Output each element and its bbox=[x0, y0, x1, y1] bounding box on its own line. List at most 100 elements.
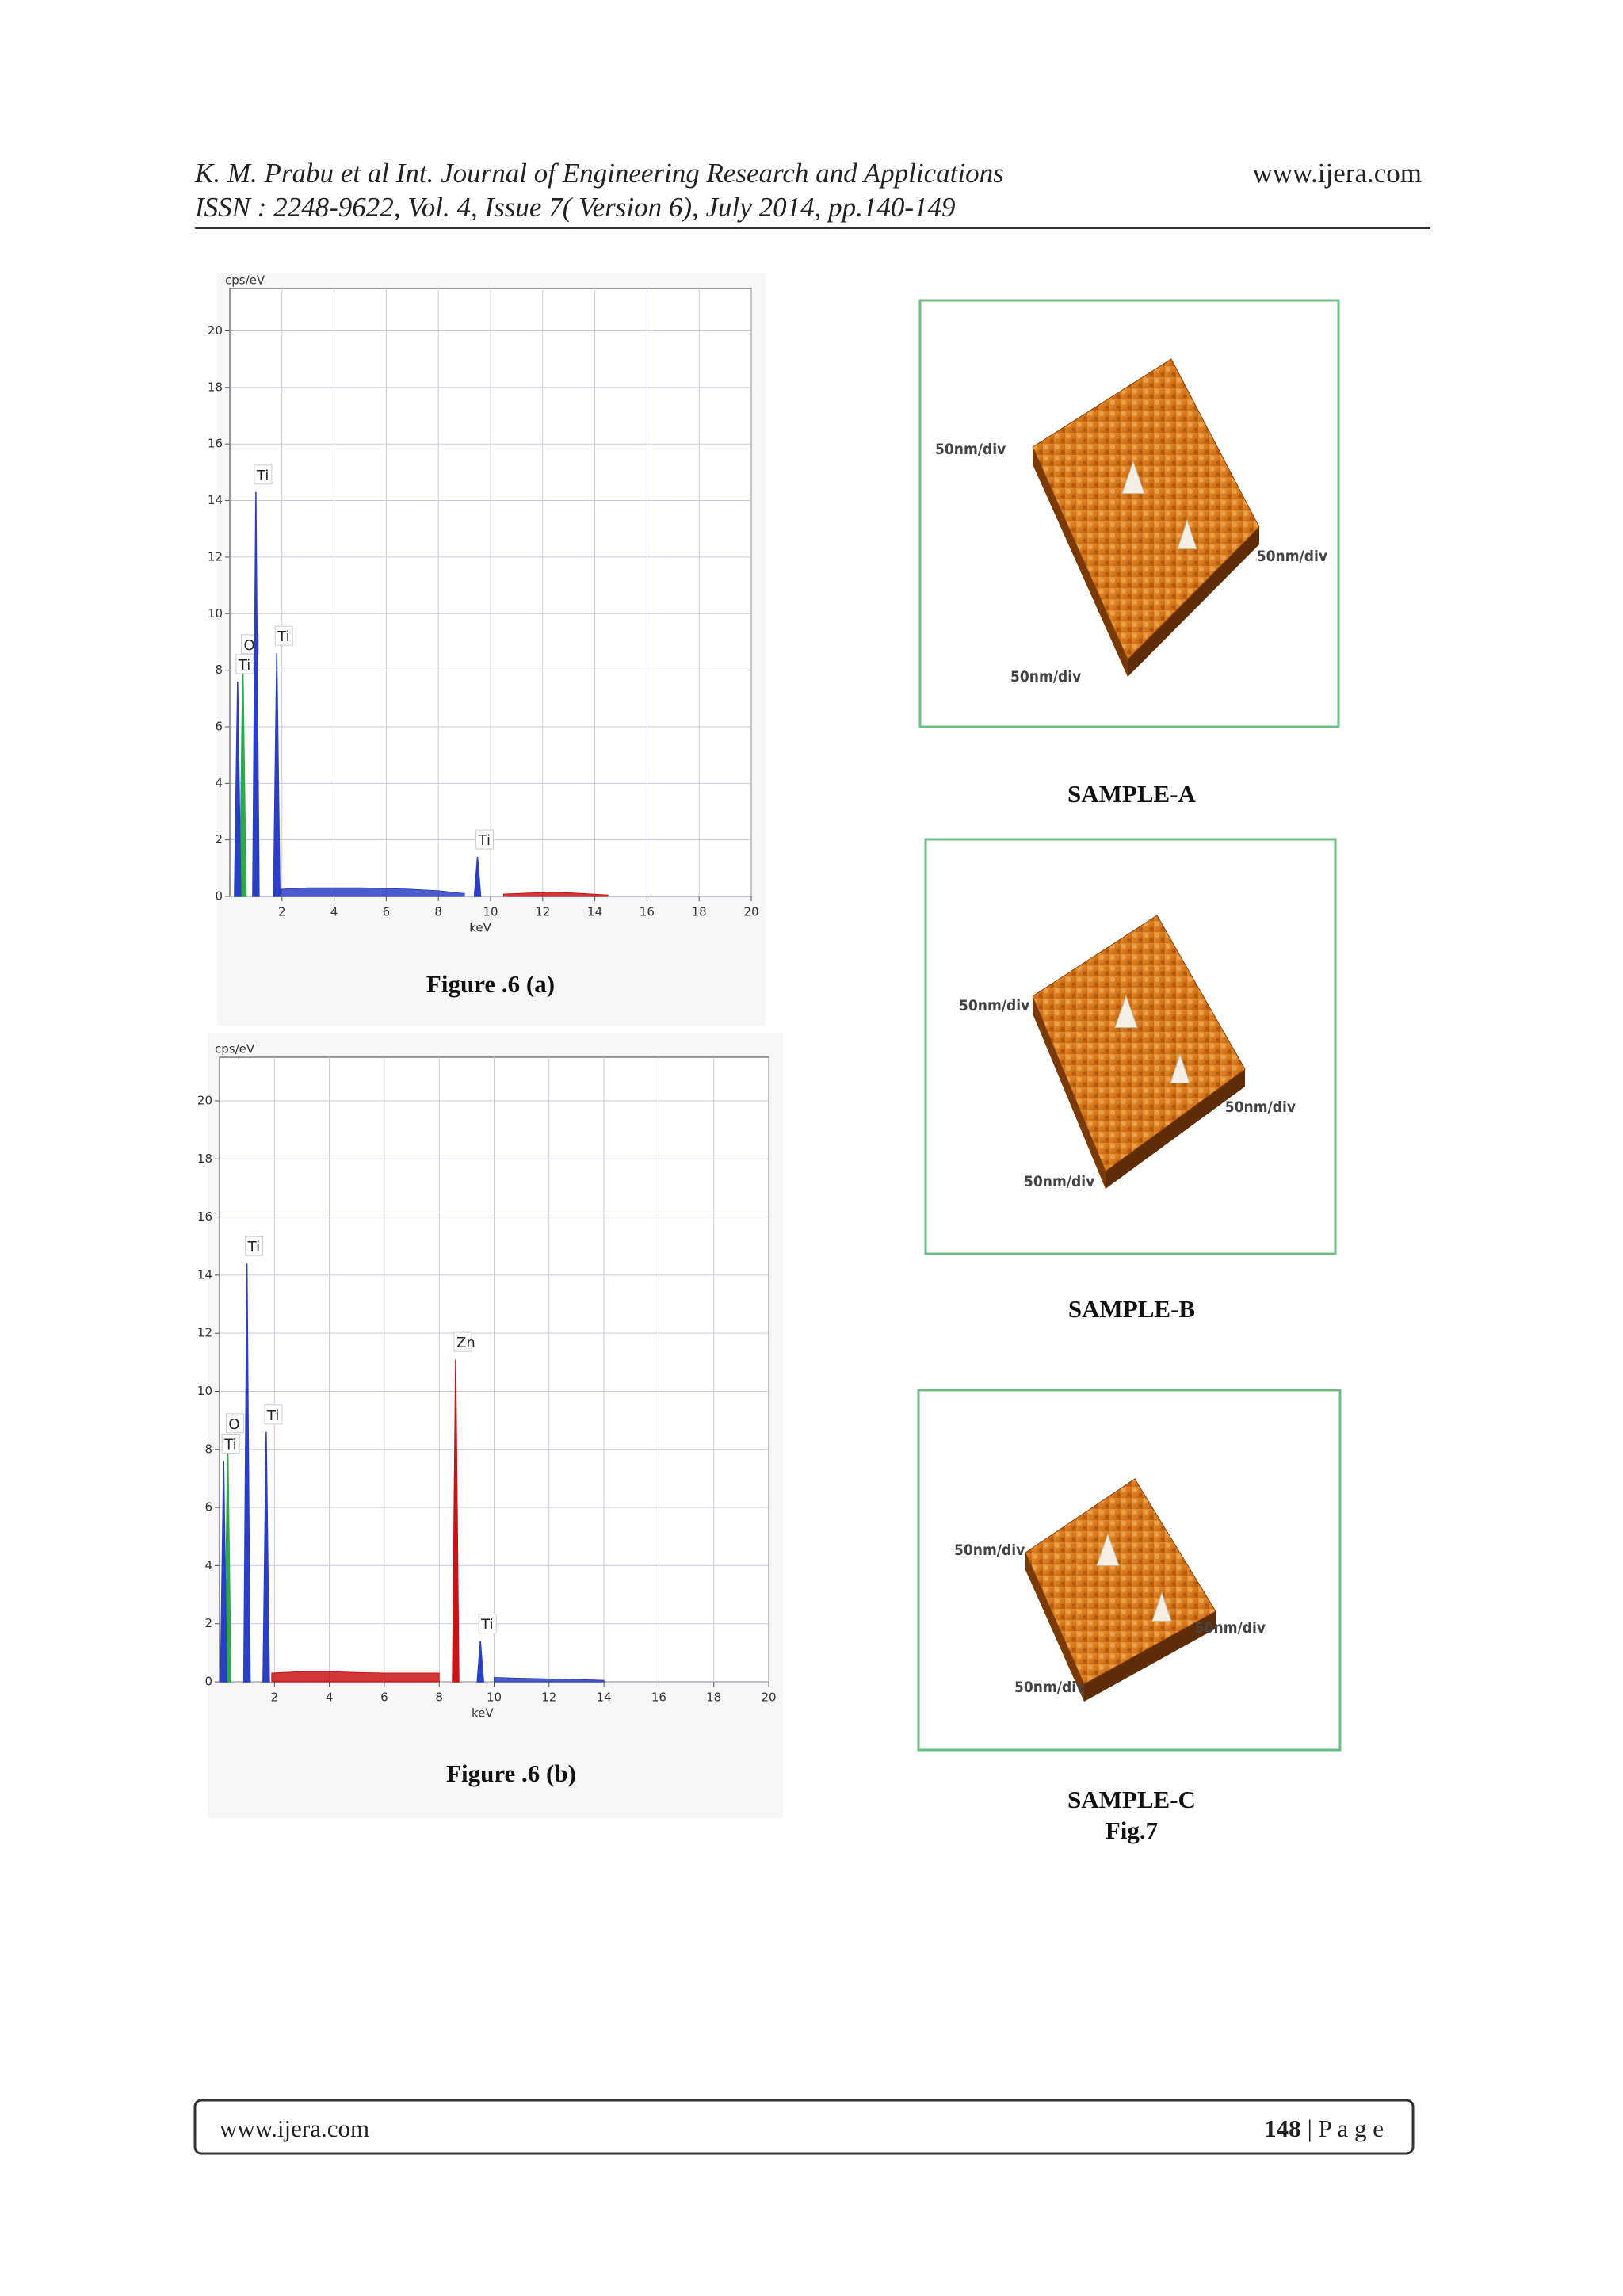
afm-surface bbox=[1025, 1478, 1216, 1685]
x-tick-label: 6 bbox=[380, 1690, 388, 1705]
y-tick-label: 8 bbox=[204, 1442, 212, 1456]
y-tick-label: 4 bbox=[204, 1558, 212, 1572]
y-tick-label: 18 bbox=[208, 380, 223, 394]
y-tick-label: 12 bbox=[208, 549, 223, 563]
peak-label-box bbox=[453, 1331, 472, 1352]
x-tick-label: 18 bbox=[706, 1690, 721, 1705]
afm-scale-label: 50nm/div bbox=[959, 997, 1029, 1014]
figure-caption: Fig.7 bbox=[1106, 1817, 1158, 1844]
y-tick-label: 10 bbox=[197, 1384, 212, 1398]
footer-site: www.ijera.com bbox=[220, 2115, 369, 2142]
afm-scale-label: 50nm/div bbox=[1257, 548, 1327, 565]
x-tick-label: 14 bbox=[597, 1690, 612, 1705]
afm-spike bbox=[1151, 1591, 1172, 1622]
afm-scale-label: 50nm/div bbox=[1010, 668, 1081, 686]
peak-label: Ti bbox=[277, 628, 289, 645]
y-tick-label: 14 bbox=[208, 493, 223, 507]
peak-label: O bbox=[243, 637, 254, 654]
x-tick-label: 2 bbox=[271, 1690, 279, 1705]
x-tick-label: 20 bbox=[761, 1690, 776, 1705]
peak bbox=[242, 1263, 251, 1683]
afm-scale-label: 50nm/div bbox=[1014, 1679, 1085, 1696]
peak-label-box bbox=[274, 625, 293, 646]
peak-label: Ti bbox=[247, 1239, 260, 1255]
afm-caption: SAMPLE-A bbox=[1067, 780, 1197, 808]
peak-label: Ti bbox=[223, 1436, 236, 1453]
y-tick-label: 0 bbox=[215, 889, 223, 904]
peak bbox=[234, 681, 242, 897]
x-tick-label: 18 bbox=[692, 905, 707, 919]
y-tick-label: 4 bbox=[215, 776, 223, 790]
y-tick-label: 20 bbox=[197, 1093, 212, 1107]
afm-surface bbox=[1032, 358, 1260, 660]
x-tick-label: 20 bbox=[743, 905, 758, 919]
afm-scale-label: 50nm/div bbox=[1225, 1098, 1296, 1116]
x-tick-label: 14 bbox=[587, 905, 602, 919]
peak-label: Ti bbox=[480, 1617, 493, 1633]
continuum-area bbox=[502, 892, 609, 897]
header-issue: ISSN : 2248-9622, Vol. 4, Issue 7( Versi… bbox=[194, 192, 955, 223]
y-tick-label: 14 bbox=[197, 1267, 212, 1282]
y-tick-label: 6 bbox=[204, 1500, 212, 1515]
afm-side bbox=[1025, 1553, 1084, 1702]
y-tick-label: 16 bbox=[208, 437, 223, 451]
x-tick-label: 10 bbox=[487, 1690, 502, 1705]
y-tick-label: 6 bbox=[215, 719, 223, 733]
y-tick-label: 12 bbox=[197, 1326, 212, 1340]
y-tick-label: 2 bbox=[204, 1616, 212, 1630]
y-tick-label: 8 bbox=[215, 663, 223, 677]
header-site: www.ijera.com bbox=[1253, 158, 1423, 189]
y-axis-label: cps/eV bbox=[215, 1042, 255, 1056]
afm-scale-label: 50nm/div bbox=[935, 441, 1006, 458]
afm-side bbox=[1128, 527, 1259, 677]
peak-label-box bbox=[264, 1404, 283, 1425]
continuum-area bbox=[494, 1676, 605, 1683]
peak bbox=[476, 1641, 484, 1683]
peak bbox=[220, 1461, 227, 1683]
afm-side bbox=[1033, 996, 1106, 1189]
x-tick-label: 4 bbox=[326, 1690, 334, 1705]
peak bbox=[252, 491, 260, 897]
x-tick-label: 16 bbox=[640, 905, 655, 919]
x-axis-label: keV bbox=[469, 921, 491, 935]
x-tick-label: 8 bbox=[435, 1690, 443, 1705]
peak-label-box bbox=[221, 1433, 240, 1454]
x-tick-label: 6 bbox=[383, 905, 391, 919]
peak-label: Ti bbox=[238, 657, 250, 674]
peak-label-box bbox=[245, 1236, 264, 1256]
page-label: | P a g e bbox=[1308, 2115, 1384, 2142]
peak-label: O bbox=[228, 1416, 239, 1433]
peak-label-box bbox=[235, 654, 254, 674]
figure-caption: Figure .6 (b) bbox=[446, 1759, 576, 1787]
header-citation: K. M. Prabu et al Int. Journal of Engine… bbox=[194, 158, 1004, 189]
afm-scale-label: 50nm/div bbox=[1195, 1619, 1266, 1637]
peak bbox=[452, 1359, 460, 1683]
afm-surface bbox=[1032, 915, 1246, 1172]
afm-spike bbox=[1121, 460, 1145, 494]
afm-caption: SAMPLE-B bbox=[1068, 1295, 1195, 1323]
x-tick-label: 12 bbox=[541, 1690, 556, 1705]
afm-caption: SAMPLE-C bbox=[1067, 1786, 1196, 1813]
y-tick-label: 0 bbox=[204, 1675, 212, 1689]
y-tick-label: 20 bbox=[208, 323, 223, 338]
peak-label-box bbox=[478, 1614, 497, 1634]
afm-side bbox=[1033, 447, 1128, 677]
page-number: 148 bbox=[1264, 2115, 1301, 2142]
x-tick-label: 12 bbox=[535, 905, 550, 919]
afm-side bbox=[1084, 1611, 1216, 1702]
peak-label: Ti bbox=[256, 468, 269, 484]
peak-label-box bbox=[475, 829, 495, 850]
x-tick-label: 2 bbox=[278, 905, 286, 919]
continuum-area bbox=[271, 1671, 440, 1683]
peak bbox=[239, 661, 247, 897]
continuum-area bbox=[279, 887, 465, 897]
y-tick-label: 16 bbox=[197, 1209, 212, 1224]
y-tick-label: 10 bbox=[208, 606, 223, 621]
x-axis-label: keV bbox=[472, 1706, 494, 1721]
afm-spike bbox=[1170, 1052, 1190, 1083]
peak-label-box bbox=[225, 1413, 244, 1434]
footer-page: 148 | P a g e bbox=[1264, 2115, 1384, 2142]
x-tick-label: 10 bbox=[483, 905, 498, 919]
